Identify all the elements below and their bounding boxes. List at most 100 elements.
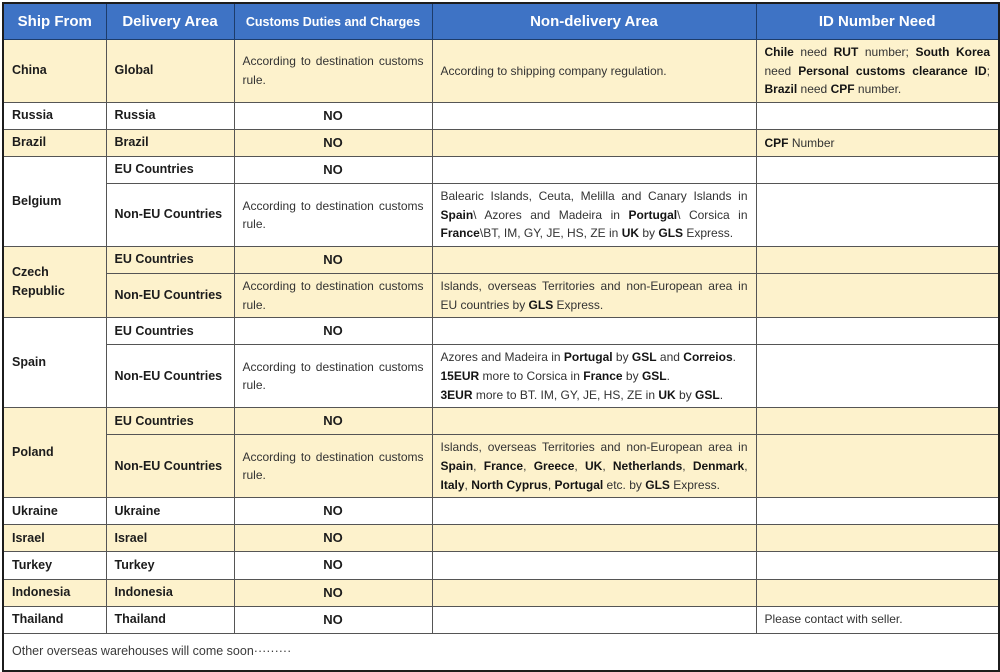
delivery-area-cell: Turkey (105, 551, 235, 580)
id-number-cell (755, 317, 1000, 346)
id-number-cell (755, 407, 1000, 436)
delivery-area-cell: EU Countries (105, 156, 235, 185)
customs-cell: According to destination customs rule. (233, 434, 433, 499)
delivery-area-cell: Thailand (105, 605, 235, 634)
delivery-area-cell: Indonesia (105, 578, 235, 607)
header-non-delivery-area: Non-delivery Area (431, 2, 757, 40)
footer-note: Other overseas warehouses will come soon… (2, 632, 1000, 672)
customs-cell: NO (233, 524, 433, 553)
customs-cell: NO (233, 407, 433, 436)
table-body: China Global According to destination cust… (2, 39, 1000, 634)
customs-cell: According to destination customs rule. (233, 344, 433, 409)
id-number-cell (755, 245, 1000, 275)
delivery-area-cell: Israel (105, 524, 235, 553)
table-row: Non-EU Countries According to destination… (3, 344, 1000, 409)
table-row: Israel Israel NO (2, 524, 1000, 553)
non-delivery-cell: Balearic Islands, Ceuta, Melilla and Can… (431, 183, 757, 247)
table-row: Russia Russia NO (2, 101, 1000, 130)
customs-cell: NO (233, 497, 433, 526)
table-row: Thailand Thailand NO Please contact with se… (2, 605, 1000, 634)
id-number-cell (755, 156, 1000, 185)
ship-from-cell: Poland (2, 407, 107, 499)
customs-cell: NO (233, 101, 433, 130)
table-row: Indonesia Indonesia NO (2, 578, 1000, 607)
header-row: Ship From Delivery Area Customs Duties a… (2, 2, 1000, 40)
ship-from-cell: Israel (2, 524, 107, 553)
ship-from-cell: China (2, 39, 107, 103)
id-number-cell (755, 497, 1000, 526)
non-delivery-cell (431, 128, 757, 158)
id-number-cell: Please contact with seller. (755, 605, 1000, 634)
ship-from-cell: Spain (2, 317, 107, 409)
ship-from-cell: Turkey (2, 551, 107, 580)
customs-cell: NO (233, 128, 433, 158)
table-row: Czech Republic EU Countries NO (2, 245, 1000, 319)
customs-cell: NO (233, 317, 433, 346)
delivery-area-cell: Non-EU Countries (105, 273, 235, 319)
customs-cell: According to destination customs rule. (233, 39, 433, 103)
delivery-area-cell: EU Countries (105, 317, 235, 346)
table-row: China Global According to destination cust… (2, 39, 1000, 103)
ship-from-cell: Thailand (2, 605, 107, 634)
non-delivery-cell (431, 156, 757, 185)
delivery-area-cell: EU Countries (105, 407, 235, 436)
id-number-cell (755, 524, 1000, 553)
non-delivery-cell (431, 605, 757, 634)
table-row: Non-EU Countries According to destination… (3, 434, 1000, 499)
table-row: Belgium EU Countries NO (2, 156, 1000, 247)
customs-cell: According to destination customs rule. (233, 273, 433, 319)
ship-from-cell: Belgium (2, 156, 107, 247)
customs-cell: NO (233, 156, 433, 185)
id-number-cell (755, 551, 1000, 580)
non-delivery-cell (431, 524, 757, 553)
non-delivery-cell (431, 317, 757, 346)
header-id-number-need: ID Number Need (755, 2, 1000, 40)
id-number-cell: CPF Number (755, 128, 1000, 158)
delivery-area-cell: Brazil (105, 128, 235, 158)
non-delivery-cell: Islands, overseas Territories and non-Eu… (431, 434, 757, 499)
non-delivery-cell (431, 407, 757, 436)
non-delivery-cell (431, 245, 757, 275)
delivery-area-cell: Non-EU Countries (105, 434, 235, 499)
table-row: Ukraine Ukraine NO (2, 497, 1000, 526)
customs-cell: NO (233, 245, 433, 275)
non-delivery-cell (431, 551, 757, 580)
non-delivery-cell (431, 578, 757, 607)
non-delivery-cell (431, 497, 757, 526)
id-number-cell (755, 434, 1000, 499)
delivery-area-cell: EU Countries (105, 245, 235, 275)
table-row: Poland EU Countries NO (2, 407, 1000, 499)
footer-row: Other overseas warehouses will come soon… (2, 632, 1000, 672)
delivery-area-cell: Ukraine (105, 497, 235, 526)
non-delivery-cell: Azores and Madeira in Portugal by GSL an… (431, 344, 757, 409)
ship-from-cell: Russia (2, 101, 107, 130)
delivery-area-cell: Russia (105, 101, 235, 130)
table-row: Non-EU Countries According to destination… (3, 273, 1000, 319)
table-row: Non-EU Countries According to destination… (3, 183, 1000, 247)
table-row: Turkey Turkey NO (2, 551, 1000, 580)
id-number-cell (755, 344, 1000, 409)
id-number-cell (755, 273, 1000, 319)
table-row: Brazil Brazil NO CPF Number (2, 128, 1000, 158)
ship-from-cell: Czech Republic (2, 245, 107, 319)
customs-cell: According to destination customs rule. (233, 183, 433, 247)
ship-from-cell: Indonesia (2, 578, 107, 607)
customs-cell: NO (233, 578, 433, 607)
non-delivery-cell: According to shipping company regulation… (431, 39, 757, 103)
id-number-cell (755, 183, 1000, 247)
delivery-area-cell: Non-EU Countries (105, 183, 235, 247)
header-delivery-area: Delivery Area (105, 2, 235, 40)
id-number-cell: Chile need RUT number; South Korea need … (755, 39, 1000, 103)
id-number-cell (755, 578, 1000, 607)
non-delivery-cell: Islands, overseas Territories and non-Eu… (431, 273, 757, 319)
delivery-area-cell: Non-EU Countries (105, 344, 235, 409)
header-customs-duties: Customs Duties and Charges (233, 2, 433, 40)
customs-cell: NO (233, 551, 433, 580)
ship-from-cell: Ukraine (2, 497, 107, 526)
id-number-cell (755, 101, 1000, 130)
table-row: Spain EU Countries NO (2, 317, 1000, 409)
non-delivery-cell (431, 101, 757, 130)
delivery-area-cell: Global (105, 39, 235, 103)
